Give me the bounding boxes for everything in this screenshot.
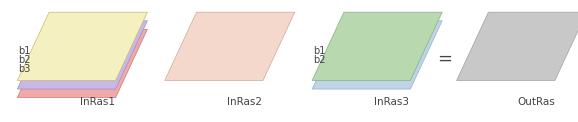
Polygon shape (312, 12, 442, 81)
Text: =: = (438, 50, 453, 68)
Text: InRas2: InRas2 (227, 97, 262, 107)
Text: b2: b2 (18, 55, 31, 65)
Polygon shape (312, 21, 442, 89)
Polygon shape (457, 12, 578, 81)
Polygon shape (165, 12, 295, 81)
Text: b1: b1 (18, 46, 31, 56)
Text: b3: b3 (18, 64, 31, 74)
Text: InRas1: InRas1 (80, 97, 114, 107)
Polygon shape (17, 12, 147, 81)
Text: b2: b2 (313, 55, 326, 65)
Polygon shape (17, 29, 147, 98)
Text: InRas3: InRas3 (375, 97, 409, 107)
Polygon shape (17, 21, 147, 89)
Text: b1: b1 (313, 46, 325, 56)
Text: OutRas: OutRas (517, 97, 555, 107)
